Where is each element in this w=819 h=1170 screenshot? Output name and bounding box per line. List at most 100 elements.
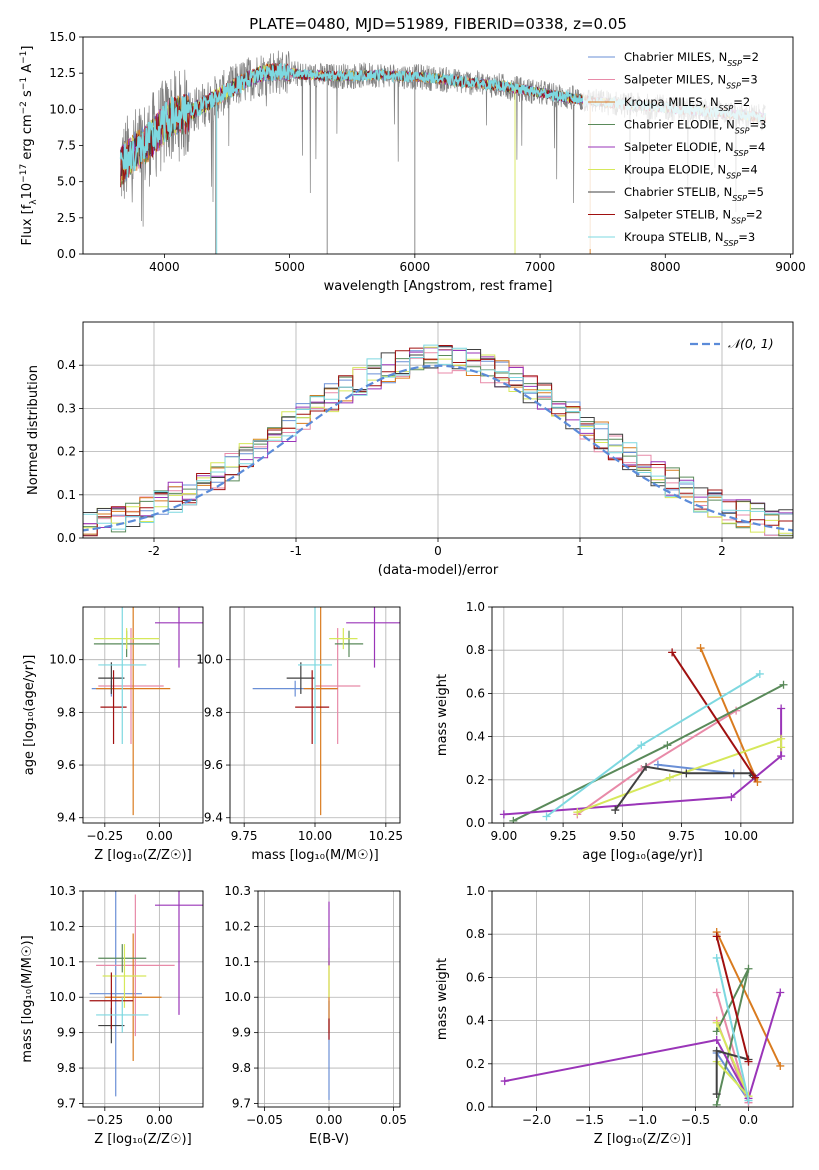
y-tick-label: 0.2 [466, 773, 485, 787]
y-tick-label: 9.9 [232, 1026, 251, 1040]
y-label-part: 10 [20, 183, 35, 200]
legend-entry: Salpeter STELIB, NSSP=2 [624, 208, 763, 226]
point-marker [744, 964, 753, 973]
spectrum-axes: 4000 5000 6000 7000 8000 9000 0.0 2.5 5.0 7.5 10.0… [49, 30, 805, 294]
point-marker [653, 760, 662, 769]
residuals-axes: -2 -1 0 1 2 0.0 0.1 0.2 0.3 0.4 (data-model)/error… [26, 322, 793, 578]
y-tick-label: 0.0 [466, 1100, 485, 1114]
point-marker [682, 769, 691, 778]
age_vs_mass-frame [229, 606, 401, 824]
y-tick-label: 2.5 [57, 211, 76, 225]
y-tick-label: 1.0 [466, 600, 485, 614]
weight_vs_Z-series [500, 928, 785, 1107]
x-axis-label: (data-model)/error [378, 563, 499, 578]
series-kroupa_elodie [576, 737, 783, 814]
y-tick-label: 10.3 [224, 884, 251, 898]
x-tick-label: 7000 [525, 260, 556, 274]
point-marker [663, 741, 672, 750]
y-tick-label: 0.0 [466, 816, 485, 830]
x-tick-label: 9.75 [231, 829, 258, 843]
legend-entry: Chabrier MILES, NSSP=2 [624, 50, 759, 68]
y-tick-label: 0.1 [57, 488, 76, 502]
point-marker [500, 1077, 509, 1086]
age_vs_mass-axes: 9.75 10.00 10.25 9.4 9.6 9.8 10.0 mass [log₁₀(M… [196, 607, 403, 863]
y-tick-label: 9.8 [232, 1061, 251, 1075]
y-axis-label: Flux [fλ10−17 erg cm−2 s−1 A−1] [19, 46, 39, 246]
y-tick-label: 0.2 [466, 1057, 485, 1071]
y-tick-label: 0.3 [57, 401, 76, 415]
point-marker [751, 773, 760, 782]
point-marker [776, 1061, 785, 1070]
residuals-frame [82, 321, 794, 539]
x-tick-label: 0.00 [146, 829, 173, 843]
y-axis-label: mass [log₁₀(M/M☉)] [20, 935, 35, 1062]
point-marker [668, 648, 677, 657]
series-salpeter_stelib [715, 936, 750, 1062]
weight_vs_age-series [499, 644, 788, 823]
y-tick-label: 0.8 [466, 927, 485, 941]
x-tick-label: −1.5 [575, 1113, 604, 1127]
chart-title: PLATE=0480, MJD=51989, FIBERID=0338, z=0… [249, 15, 627, 33]
series-salpeter_stelib [671, 651, 756, 779]
mass_vs_Z-frame [82, 890, 204, 1108]
y-label-part: −2 [19, 101, 29, 114]
y-tick-label: 10.0 [196, 653, 223, 667]
x-tick-label: 0.00 [146, 1113, 173, 1127]
y-tick-label: 15.0 [49, 30, 76, 44]
x-tick-label: 0.05 [380, 1113, 407, 1127]
point-marker [727, 793, 736, 802]
y-tick-label: 9.8 [204, 705, 223, 719]
x-axis-label: E(B-V) [309, 1132, 349, 1147]
point-marker [499, 810, 508, 819]
y-tick-label: 0.4 [466, 730, 485, 744]
point-marker [777, 743, 786, 752]
y-tick-label: 9.7 [232, 1096, 251, 1110]
x-tick-label: 9.25 [550, 829, 577, 843]
x-tick-label: −0.25 [86, 1113, 123, 1127]
point-marker [744, 1057, 753, 1066]
legend-entry: Kroupa MILES, NSSP=2 [624, 95, 750, 113]
y-tick-label: 9.4 [204, 811, 223, 825]
age_vs_Z-frame [82, 606, 204, 824]
x-axis-label: age [log₁₀(age/yr)] [582, 848, 703, 863]
y-tick-label: 10.0 [224, 990, 251, 1004]
y-tick-label: 0.0 [57, 531, 76, 545]
legend-entry: 𝒩(0, 1) [728, 336, 774, 351]
x-tick-label: 9000 [775, 260, 806, 274]
y-axis-label: age [log₁₀(age/yr)] [22, 655, 37, 776]
point-marker [753, 777, 762, 786]
y-tick-label: 0.4 [57, 358, 76, 372]
y-label-part: s [20, 90, 35, 101]
x-axis-label: Z [log₁₀(Z/Z☉)] [594, 1132, 691, 1147]
x-tick-label: 10.00 [298, 829, 332, 843]
x-tick-label: 9.00 [490, 829, 517, 843]
y-tick-label: 9.9 [57, 1026, 76, 1040]
histogram-kroupa_stelib [83, 344, 793, 530]
age_vs_Z-axes: −0.25 0.00 9.4 9.6 9.8 10.0 Z [log₁₀(Z/Z☉)] age… [22, 607, 203, 863]
y-axis-label: Normed distribution [26, 365, 41, 495]
point-marker [573, 808, 582, 817]
y-tick-label: 12.5 [49, 66, 76, 80]
y-tick-label: 0.4 [466, 1014, 485, 1028]
series-kroupa_stelib [715, 957, 750, 1101]
y-tick-label: 0.0 [57, 247, 76, 261]
x-tick-label: −2.0 [522, 1113, 551, 1127]
x-tick-label: 6000 [400, 260, 431, 274]
point-marker [712, 932, 721, 941]
normal-curve [83, 364, 793, 532]
x-tick-label: −0.25 [86, 829, 123, 843]
weight_vs_age-axes: 9.00 9.25 9.50 9.75 10.00 0.0 0.2 0.4 0.6 0.8 1.0 a… [435, 600, 793, 863]
x-tick-label: 1 [576, 544, 584, 558]
y-tick-label: 0.6 [466, 970, 485, 984]
y-label-part: Flux [f [20, 204, 35, 245]
y-tick-label: 9.8 [57, 705, 76, 719]
x-tick-label: −0.5 [681, 1113, 710, 1127]
point-marker [712, 1046, 721, 1055]
point-marker [755, 669, 764, 678]
y-tick-label: 10.1 [49, 955, 76, 969]
x-tick-label: −0.05 [246, 1113, 283, 1127]
point-marker [712, 1090, 721, 1099]
point-marker [744, 1096, 753, 1105]
legend-entry: Kroupa ELODIE, NSSP=4 [624, 163, 758, 181]
y-tick-label: 10.0 [49, 102, 76, 116]
